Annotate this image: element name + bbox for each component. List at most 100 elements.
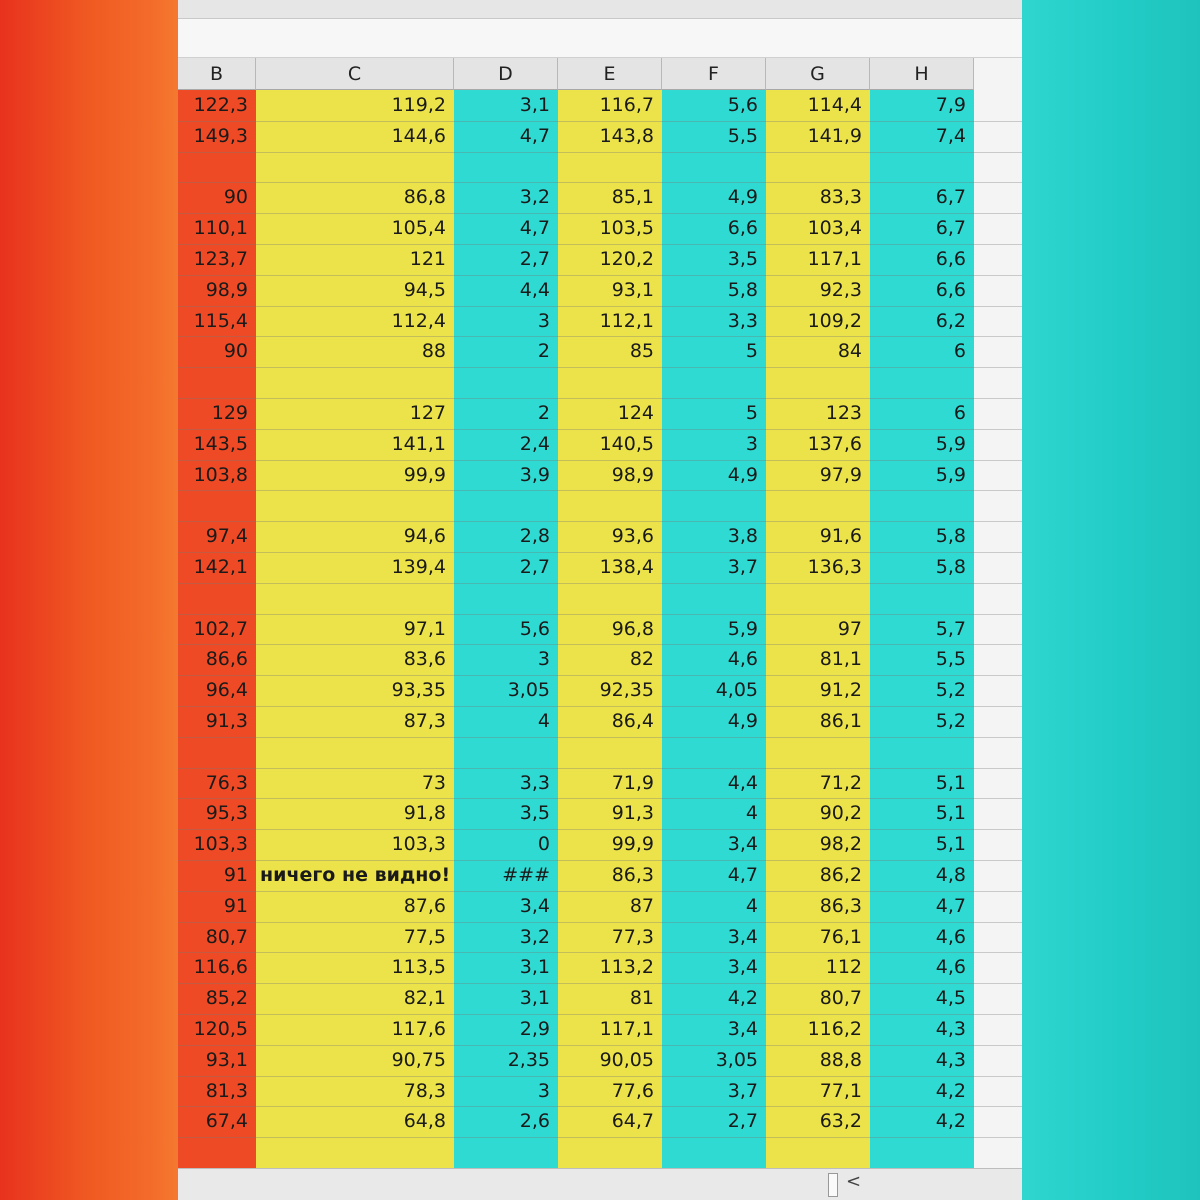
cell-g[interactable]: 114,4 (807, 94, 862, 116)
cell-f[interactable] (662, 367, 766, 397)
cell-h[interactable]: 5,5 (935, 648, 966, 671)
cell-e[interactable]: 124 (617, 402, 654, 424)
cell-h[interactable] (870, 490, 974, 520)
cell-h[interactable]: 4,5 (935, 987, 966, 1010)
cell-h[interactable]: 5,2 (935, 710, 966, 732)
cell-d[interactable]: 5,6 (519, 617, 550, 640)
cell-h[interactable]: 4,6 (935, 925, 966, 948)
cell-h[interactable]: 5,1 (935, 833, 966, 856)
cell-g[interactable]: 136,3 (807, 556, 862, 578)
cell-b[interactable]: 115,4 (193, 309, 248, 332)
cell-h[interactable]: 5,9 (935, 463, 966, 486)
cell-h[interactable] (870, 737, 974, 767)
cell-b[interactable]: 110,1 (193, 217, 248, 240)
cell-f[interactable]: 3,4 (727, 956, 758, 979)
cell-g[interactable] (766, 737, 870, 767)
cell-e[interactable]: 96,8 (611, 617, 654, 640)
cell-e[interactable] (558, 737, 662, 767)
cell-g[interactable]: 90,2 (819, 802, 862, 825)
cell-g[interactable]: 91,6 (819, 525, 862, 548)
cell-d[interactable]: 3,2 (519, 925, 550, 948)
scrollbar-thumb[interactable] (828, 1173, 838, 1197)
cell-d[interactable]: 3,1 (519, 987, 550, 1010)
cell-h[interactable]: 5,1 (935, 802, 966, 825)
spreadsheet-grid[interactable]: B C D E F G H 122,3 119,2 3,1 116,7 5,6 114,4 7,9 149,… (178, 58, 1022, 1168)
cell-e[interactable]: 103,5 (599, 217, 654, 240)
cell-b[interactable]: 91,3 (205, 710, 248, 732)
cell-d[interactable]: 3 (537, 1079, 550, 1102)
cell-c[interactable]: 94,5 (403, 278, 446, 301)
cell-f[interactable]: 4,9 (727, 710, 758, 732)
cell-g[interactable]: 80,7 (819, 987, 862, 1010)
cell-h[interactable]: 7,4 (935, 124, 966, 147)
cell-d[interactable] (454, 583, 558, 613)
cell-e[interactable]: 93,1 (611, 278, 654, 301)
cell-f[interactable]: 3,4 (727, 833, 758, 856)
cell-h[interactable] (870, 583, 974, 613)
cell-d[interactable]: 3,4 (519, 894, 550, 917)
cell-h[interactable]: 5,9 (935, 432, 966, 455)
cell-g[interactable]: 88,8 (819, 1048, 862, 1071)
cell-b[interactable]: 95,3 (205, 802, 248, 825)
cell-e[interactable]: 120,2 (599, 248, 654, 270)
cell-c[interactable]: 91,8 (403, 802, 446, 825)
cell-g[interactable] (766, 367, 870, 397)
cell-d[interactable]: 4 (537, 710, 550, 732)
cell-d[interactable]: 0 (537, 833, 550, 856)
cell-c[interactable]: 144,6 (391, 124, 446, 147)
cell-b[interactable]: 103,8 (193, 463, 248, 486)
cell-d[interactable]: ### (502, 864, 550, 886)
cell-f[interactable]: 3,5 (727, 248, 758, 270)
cell-e[interactable]: 112,1 (599, 309, 654, 332)
cell-f[interactable] (662, 737, 766, 767)
cell-h[interactable]: 4,6 (935, 956, 966, 979)
cell-h[interactable]: 4,2 (935, 1079, 966, 1102)
cell-f[interactable]: 5,8 (727, 278, 758, 301)
cell-g[interactable]: 117,1 (807, 248, 862, 270)
cell-b[interactable] (178, 737, 256, 767)
cell-f[interactable]: 3 (745, 432, 758, 455)
cell-g[interactable]: 103,4 (807, 217, 862, 240)
cell-b[interactable]: 76,3 (205, 771, 248, 794)
cell-c[interactable]: 119,2 (391, 94, 446, 116)
cell-c[interactable]: 73 (421, 771, 446, 794)
cell-e[interactable]: 99,9 (611, 833, 654, 856)
cell-b[interactable]: 98,9 (205, 278, 248, 301)
cell-c[interactable]: 103,3 (391, 833, 446, 856)
cell-c[interactable] (256, 737, 454, 767)
cell-b[interactable]: 90 (223, 340, 248, 363)
cell-h[interactable]: 6,2 (935, 309, 966, 332)
cell-c[interactable]: 113,5 (391, 956, 446, 979)
cell-h[interactable]: 6,7 (935, 186, 966, 209)
column-header-f[interactable]: F (662, 58, 766, 90)
cell-g[interactable]: 92,3 (819, 278, 862, 301)
cell-c[interactable]: 94,6 (403, 525, 446, 548)
cell-b[interactable] (178, 367, 256, 397)
cell-f[interactable]: 3,4 (727, 925, 758, 948)
cell-c[interactable]: 121 (409, 248, 446, 270)
cell-e[interactable]: 81 (629, 987, 654, 1010)
cell-c[interactable]: 117,6 (391, 1018, 446, 1040)
cell-f[interactable]: 6,6 (727, 217, 758, 240)
cell-e[interactable]: 140,5 (599, 432, 654, 455)
cell-f[interactable] (662, 152, 766, 182)
cell-f[interactable]: 5 (745, 402, 758, 424)
cell-f[interactable]: 2,7 (727, 1110, 758, 1133)
cell-g[interactable]: 63,2 (819, 1110, 862, 1133)
cell-d[interactable]: 4,4 (519, 278, 550, 301)
cell-b[interactable]: 91 (223, 894, 248, 917)
cell-g[interactable]: 97 (837, 617, 862, 640)
cell-b[interactable]: 85,2 (205, 987, 248, 1010)
column-header-e[interactable]: E (558, 58, 662, 90)
cell-e[interactable]: 86,4 (611, 710, 654, 732)
cell-g[interactable]: 84 (837, 340, 862, 363)
cell-f[interactable]: 4,05 (715, 679, 758, 702)
cell-g[interactable]: 112 (825, 956, 862, 979)
cell-h[interactable]: 5,1 (935, 771, 966, 794)
cell-f[interactable]: 4,4 (727, 771, 758, 794)
cell-h[interactable]: 6 (953, 402, 966, 424)
cell-b[interactable] (178, 152, 256, 182)
cell-c[interactable]: 99,9 (403, 463, 446, 486)
cell-f[interactable]: 3,4 (727, 1018, 758, 1040)
cell-e[interactable]: 116,7 (599, 94, 654, 116)
